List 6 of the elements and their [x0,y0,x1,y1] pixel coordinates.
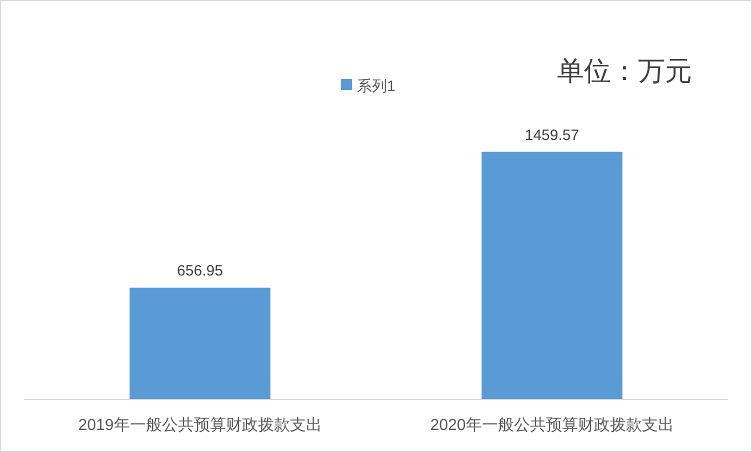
annotation: 单位：万元 [557,56,692,86]
x-tick-label: 2020年一般公共预算财政拨款支出 [430,417,674,434]
data-label: 1459.57 [524,126,580,144]
data-label: 656.95 [177,262,223,280]
legend-label: 系列1 [357,78,396,95]
x-tick-label: 2019年一般公共预算财政拨款支出 [78,417,322,434]
